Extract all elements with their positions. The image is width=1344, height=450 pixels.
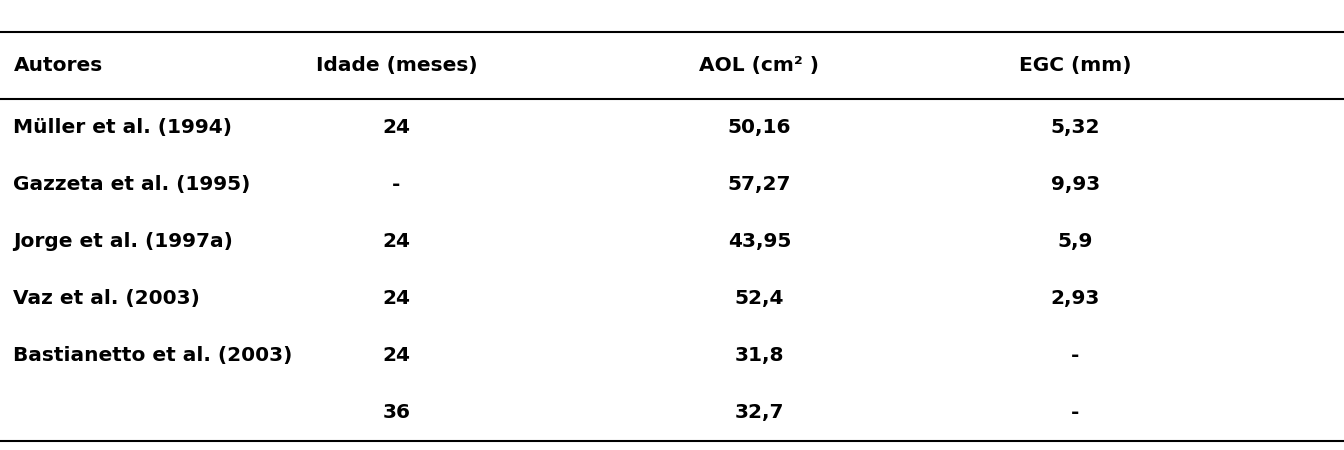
Text: Vaz et al. (2003): Vaz et al. (2003) <box>13 289 200 308</box>
Text: 24: 24 <box>383 232 410 251</box>
Text: Autores: Autores <box>13 56 102 75</box>
Text: 24: 24 <box>383 118 410 137</box>
Text: -: - <box>392 175 401 194</box>
Text: 50,16: 50,16 <box>727 118 792 137</box>
Text: 24: 24 <box>383 289 410 308</box>
Text: -: - <box>1071 346 1079 365</box>
Text: 36: 36 <box>383 403 410 422</box>
Text: 5,32: 5,32 <box>1051 118 1099 137</box>
Text: AOL (cm² ): AOL (cm² ) <box>699 56 820 75</box>
Text: 43,95: 43,95 <box>727 232 792 251</box>
Text: Idade (meses): Idade (meses) <box>316 56 477 75</box>
Text: 24: 24 <box>383 346 410 365</box>
Text: 2,93: 2,93 <box>1051 289 1099 308</box>
Text: 32,7: 32,7 <box>735 403 784 422</box>
Text: EGC (mm): EGC (mm) <box>1019 56 1132 75</box>
Text: Müller et al. (1994): Müller et al. (1994) <box>13 118 233 137</box>
Text: Bastianetto et al. (2003): Bastianetto et al. (2003) <box>13 346 293 365</box>
Text: 9,93: 9,93 <box>1051 175 1099 194</box>
Text: 52,4: 52,4 <box>735 289 784 308</box>
Text: Gazzeta et al. (1995): Gazzeta et al. (1995) <box>13 175 251 194</box>
Text: 31,8: 31,8 <box>735 346 784 365</box>
Text: 57,27: 57,27 <box>727 175 792 194</box>
Text: -: - <box>1071 403 1079 422</box>
Text: 5,9: 5,9 <box>1058 232 1093 251</box>
Text: Jorge et al. (1997a): Jorge et al. (1997a) <box>13 232 234 251</box>
